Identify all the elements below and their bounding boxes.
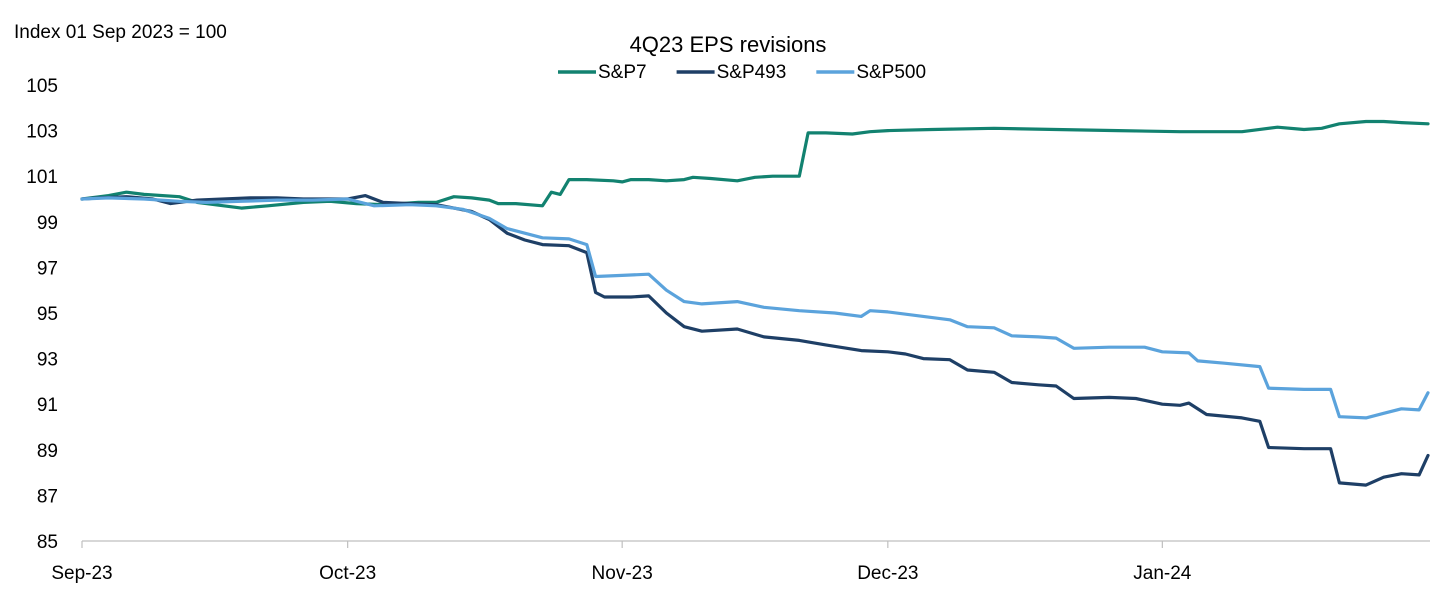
legend-label: S&P500 [856, 62, 926, 83]
x-tick-label: Dec-23 [857, 563, 918, 584]
legend-item-s-p500: S&P500 [816, 62, 926, 83]
y-tick-label: 85 [37, 532, 58, 553]
index-note: Index 01 Sep 2023 = 100 [14, 22, 227, 43]
y-tick-label: 89 [37, 441, 58, 462]
y-tick-label: 87 [37, 486, 58, 507]
y-tick-label: 105 [26, 76, 58, 97]
x-tick-label: Sep-23 [51, 563, 112, 584]
y-axis-ticks: 85 87 89 91 93 95 97 99 101 103 105 [26, 76, 58, 553]
series-line-s-p7 [80, 119, 1430, 210]
chart-legend: S&P7 S&P493 S&P500 [558, 62, 926, 83]
y-tick-label: 97 [37, 258, 58, 279]
series-line-s-p500 [80, 196, 1430, 420]
y-tick-label: 93 [37, 350, 58, 371]
y-tick-label: 99 [37, 213, 58, 234]
legend-item-s-p493: S&P493 [676, 62, 787, 83]
series-lines [80, 119, 1430, 487]
series-line-s-p493 [80, 194, 1430, 487]
x-axis: Sep-23 Oct-23 Nov-23 Dec-23 Jan-24 [51, 540, 1430, 584]
y-tick-label: 101 [26, 167, 58, 188]
legend-item-s-p7: S&P7 [558, 62, 647, 83]
legend-label: S&P7 [598, 62, 647, 83]
x-tick-label: Nov-23 [592, 563, 653, 584]
y-tick-label: 95 [37, 304, 58, 325]
x-tick-label: Jan-24 [1133, 563, 1192, 584]
x-tick-label: Oct-23 [319, 563, 376, 584]
y-tick-label: 103 [26, 122, 58, 143]
chart-title: 4Q23 EPS revisions [630, 32, 827, 57]
y-tick-label: 91 [37, 395, 58, 416]
legend-label: S&P493 [717, 62, 787, 83]
